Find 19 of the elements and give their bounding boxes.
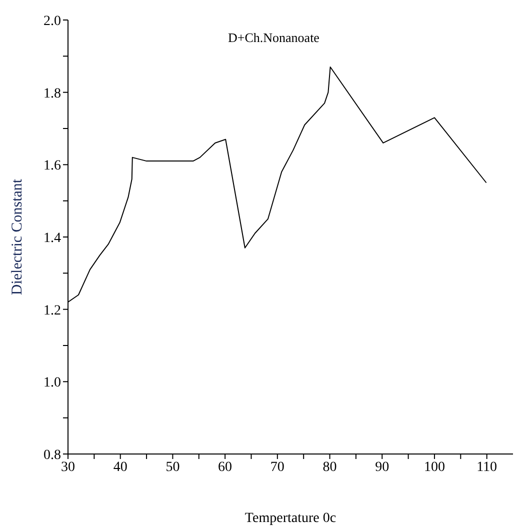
y-tick-label: 1.2 bbox=[44, 303, 61, 318]
x-tick-label: 70 bbox=[270, 460, 284, 475]
y-tick-label: 1.0 bbox=[44, 376, 61, 391]
y-tick-label: 0.8 bbox=[44, 448, 61, 463]
text: D+Ch.Nonanoate bbox=[228, 30, 320, 46]
x-tick-label: 30 bbox=[61, 460, 75, 475]
y-axis-title: Dielectric Constant bbox=[9, 178, 26, 296]
x-tick-label: 110 bbox=[476, 460, 498, 475]
y-tick-label: 2.0 bbox=[44, 14, 61, 29]
x-tick-label: 90 bbox=[375, 460, 390, 475]
x-tick-label: 50 bbox=[166, 460, 180, 475]
x-tick-label: 40 bbox=[113, 460, 128, 475]
x-tick-label: 80 bbox=[322, 460, 337, 475]
x-tick-label: 60 bbox=[218, 460, 232, 475]
x-axis-title: Tempertature 0c bbox=[244, 511, 336, 526]
y-tick-label: 1.6 bbox=[44, 158, 61, 174]
x-tick-label: 100 bbox=[424, 460, 445, 475]
y-tick-label: 1.4 bbox=[44, 230, 61, 246]
y-tick-label: 1.8 bbox=[44, 86, 61, 102]
